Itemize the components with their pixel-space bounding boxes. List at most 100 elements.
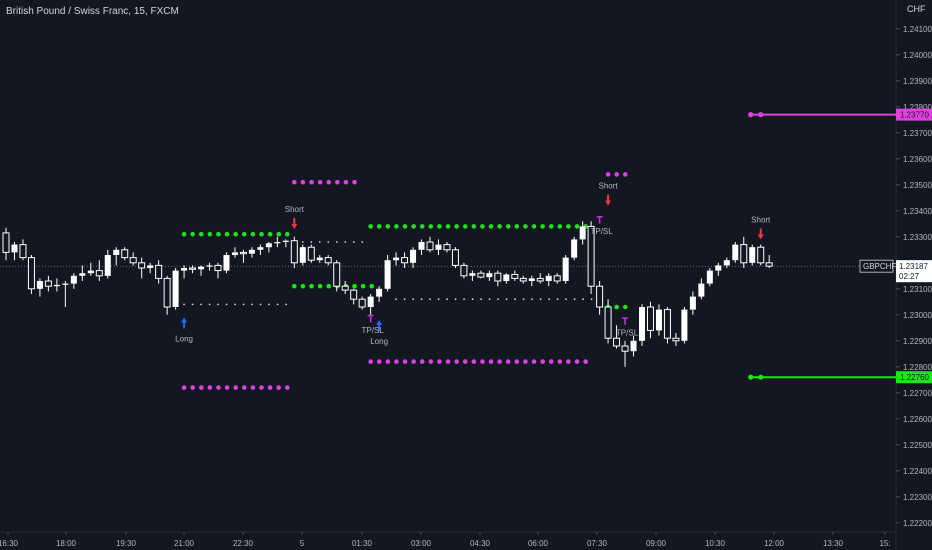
y-tick-label: 1.23000 (903, 311, 932, 320)
green-level-dot (267, 231, 273, 237)
y-tick-label: 1.22300 (903, 493, 932, 502)
x-tick-label: 13:30 (823, 539, 844, 548)
green-level-dot (207, 231, 213, 237)
candle-body (299, 247, 306, 263)
magenta-level-dot (583, 359, 588, 364)
x-tick-label: 21:00 (174, 539, 195, 548)
long-arrow-icon (181, 317, 188, 329)
magenta-level-dot (605, 172, 611, 177)
magenta-level-dot (292, 179, 297, 185)
magenta-level-dot (514, 359, 520, 364)
chart-title: British Pound / Swiss Franc, 15, FXCM (6, 6, 179, 17)
white-level-dot (352, 241, 355, 243)
green-level-line-dot (748, 374, 754, 380)
magenta-level-dot (402, 359, 408, 364)
candle-body (749, 247, 756, 263)
white-level-dot (488, 298, 491, 301)
candle-body (231, 252, 238, 255)
green-level-dot (437, 224, 442, 229)
white-level-dot (590, 298, 593, 301)
x-tick-label: 12:00 (764, 539, 785, 548)
candle-body (511, 274, 519, 279)
candle-body (333, 262, 341, 287)
short-arrow-icon (291, 218, 298, 229)
magenta-level-dot (216, 385, 221, 390)
green-level-dot (548, 224, 554, 229)
candle-body (316, 257, 323, 261)
white-level-dot (480, 298, 482, 301)
candle-body (765, 262, 773, 267)
candle-body (621, 345, 629, 352)
candle-body (655, 309, 662, 331)
green-level-dot (259, 231, 264, 237)
green-level-dot (241, 231, 247, 237)
green-level-dot (233, 231, 238, 237)
candle-body (172, 270, 179, 307)
candle-body (587, 225, 595, 287)
x-tick-label: 04:30 (470, 539, 491, 548)
white-level-dot (200, 303, 202, 306)
green-level-dot (198, 231, 204, 237)
x-tick-label: 01:30 (352, 539, 373, 548)
magenta-level-dot (471, 359, 477, 364)
white-level-dot (327, 241, 330, 243)
green-level-dot (531, 224, 537, 229)
y-tick-label: 1.22400 (903, 467, 932, 476)
green-level-dot (181, 231, 187, 237)
tpsl-marker-icon (622, 317, 629, 325)
magenta-level-line-dot (748, 112, 754, 118)
y-tick-label: 1.23500 (903, 181, 932, 190)
white-level-dot (335, 241, 338, 243)
magenta-level-dot (326, 179, 332, 185)
magenta-level-dot (352, 179, 357, 185)
candle-body (486, 273, 493, 278)
candle-body (401, 257, 409, 264)
white-level-dot (234, 303, 236, 306)
candle-body (104, 255, 111, 276)
candle-body (536, 277, 544, 282)
magenta-level-dot (505, 359, 511, 364)
tpsl-signal-label: TP/SL (362, 326, 385, 335)
magenta-level-dot (548, 359, 554, 364)
green-level-dot (360, 283, 366, 289)
white-level-dot (573, 298, 576, 301)
candle-body (265, 243, 272, 248)
magenta-level-dot (480, 359, 485, 364)
candle-body (324, 257, 332, 264)
candle-body (418, 242, 425, 250)
candle-body (393, 257, 400, 261)
x-tick-label: 07:30 (587, 539, 608, 548)
candle-body (282, 240, 289, 242)
magenta-level-dot (250, 385, 256, 390)
x-tick-label: 19:30 (116, 539, 137, 548)
green-level-dot (566, 224, 571, 229)
current-price-value: 1.23187 (899, 262, 928, 271)
magenta-level-dot (207, 385, 213, 390)
white-level-dot (514, 298, 516, 301)
candle-body (70, 275, 77, 284)
green-level-dot (317, 283, 323, 289)
candle-body (163, 277, 171, 308)
candle-body (350, 289, 358, 300)
candle-body (239, 251, 247, 255)
magenta-level-dot (198, 385, 204, 390)
magenta-level-dot (335, 179, 340, 185)
candle-body (740, 244, 748, 264)
x-tick-label: 16:30 (0, 539, 19, 548)
white-level-dot (183, 303, 185, 306)
candle-body (189, 267, 197, 270)
candle-body (53, 284, 60, 287)
green-level-dot (445, 224, 451, 229)
white-level-dot (505, 298, 508, 301)
candle-body (426, 241, 434, 251)
short-arrow-icon (757, 228, 764, 240)
candle-body (138, 262, 146, 269)
white-level-dot (446, 298, 448, 301)
candle-body (129, 257, 137, 264)
candle-body (248, 249, 255, 254)
white-level-dot (454, 298, 457, 301)
green-level-dot (402, 224, 408, 229)
candle-body (630, 340, 637, 352)
candle-body (257, 247, 264, 250)
